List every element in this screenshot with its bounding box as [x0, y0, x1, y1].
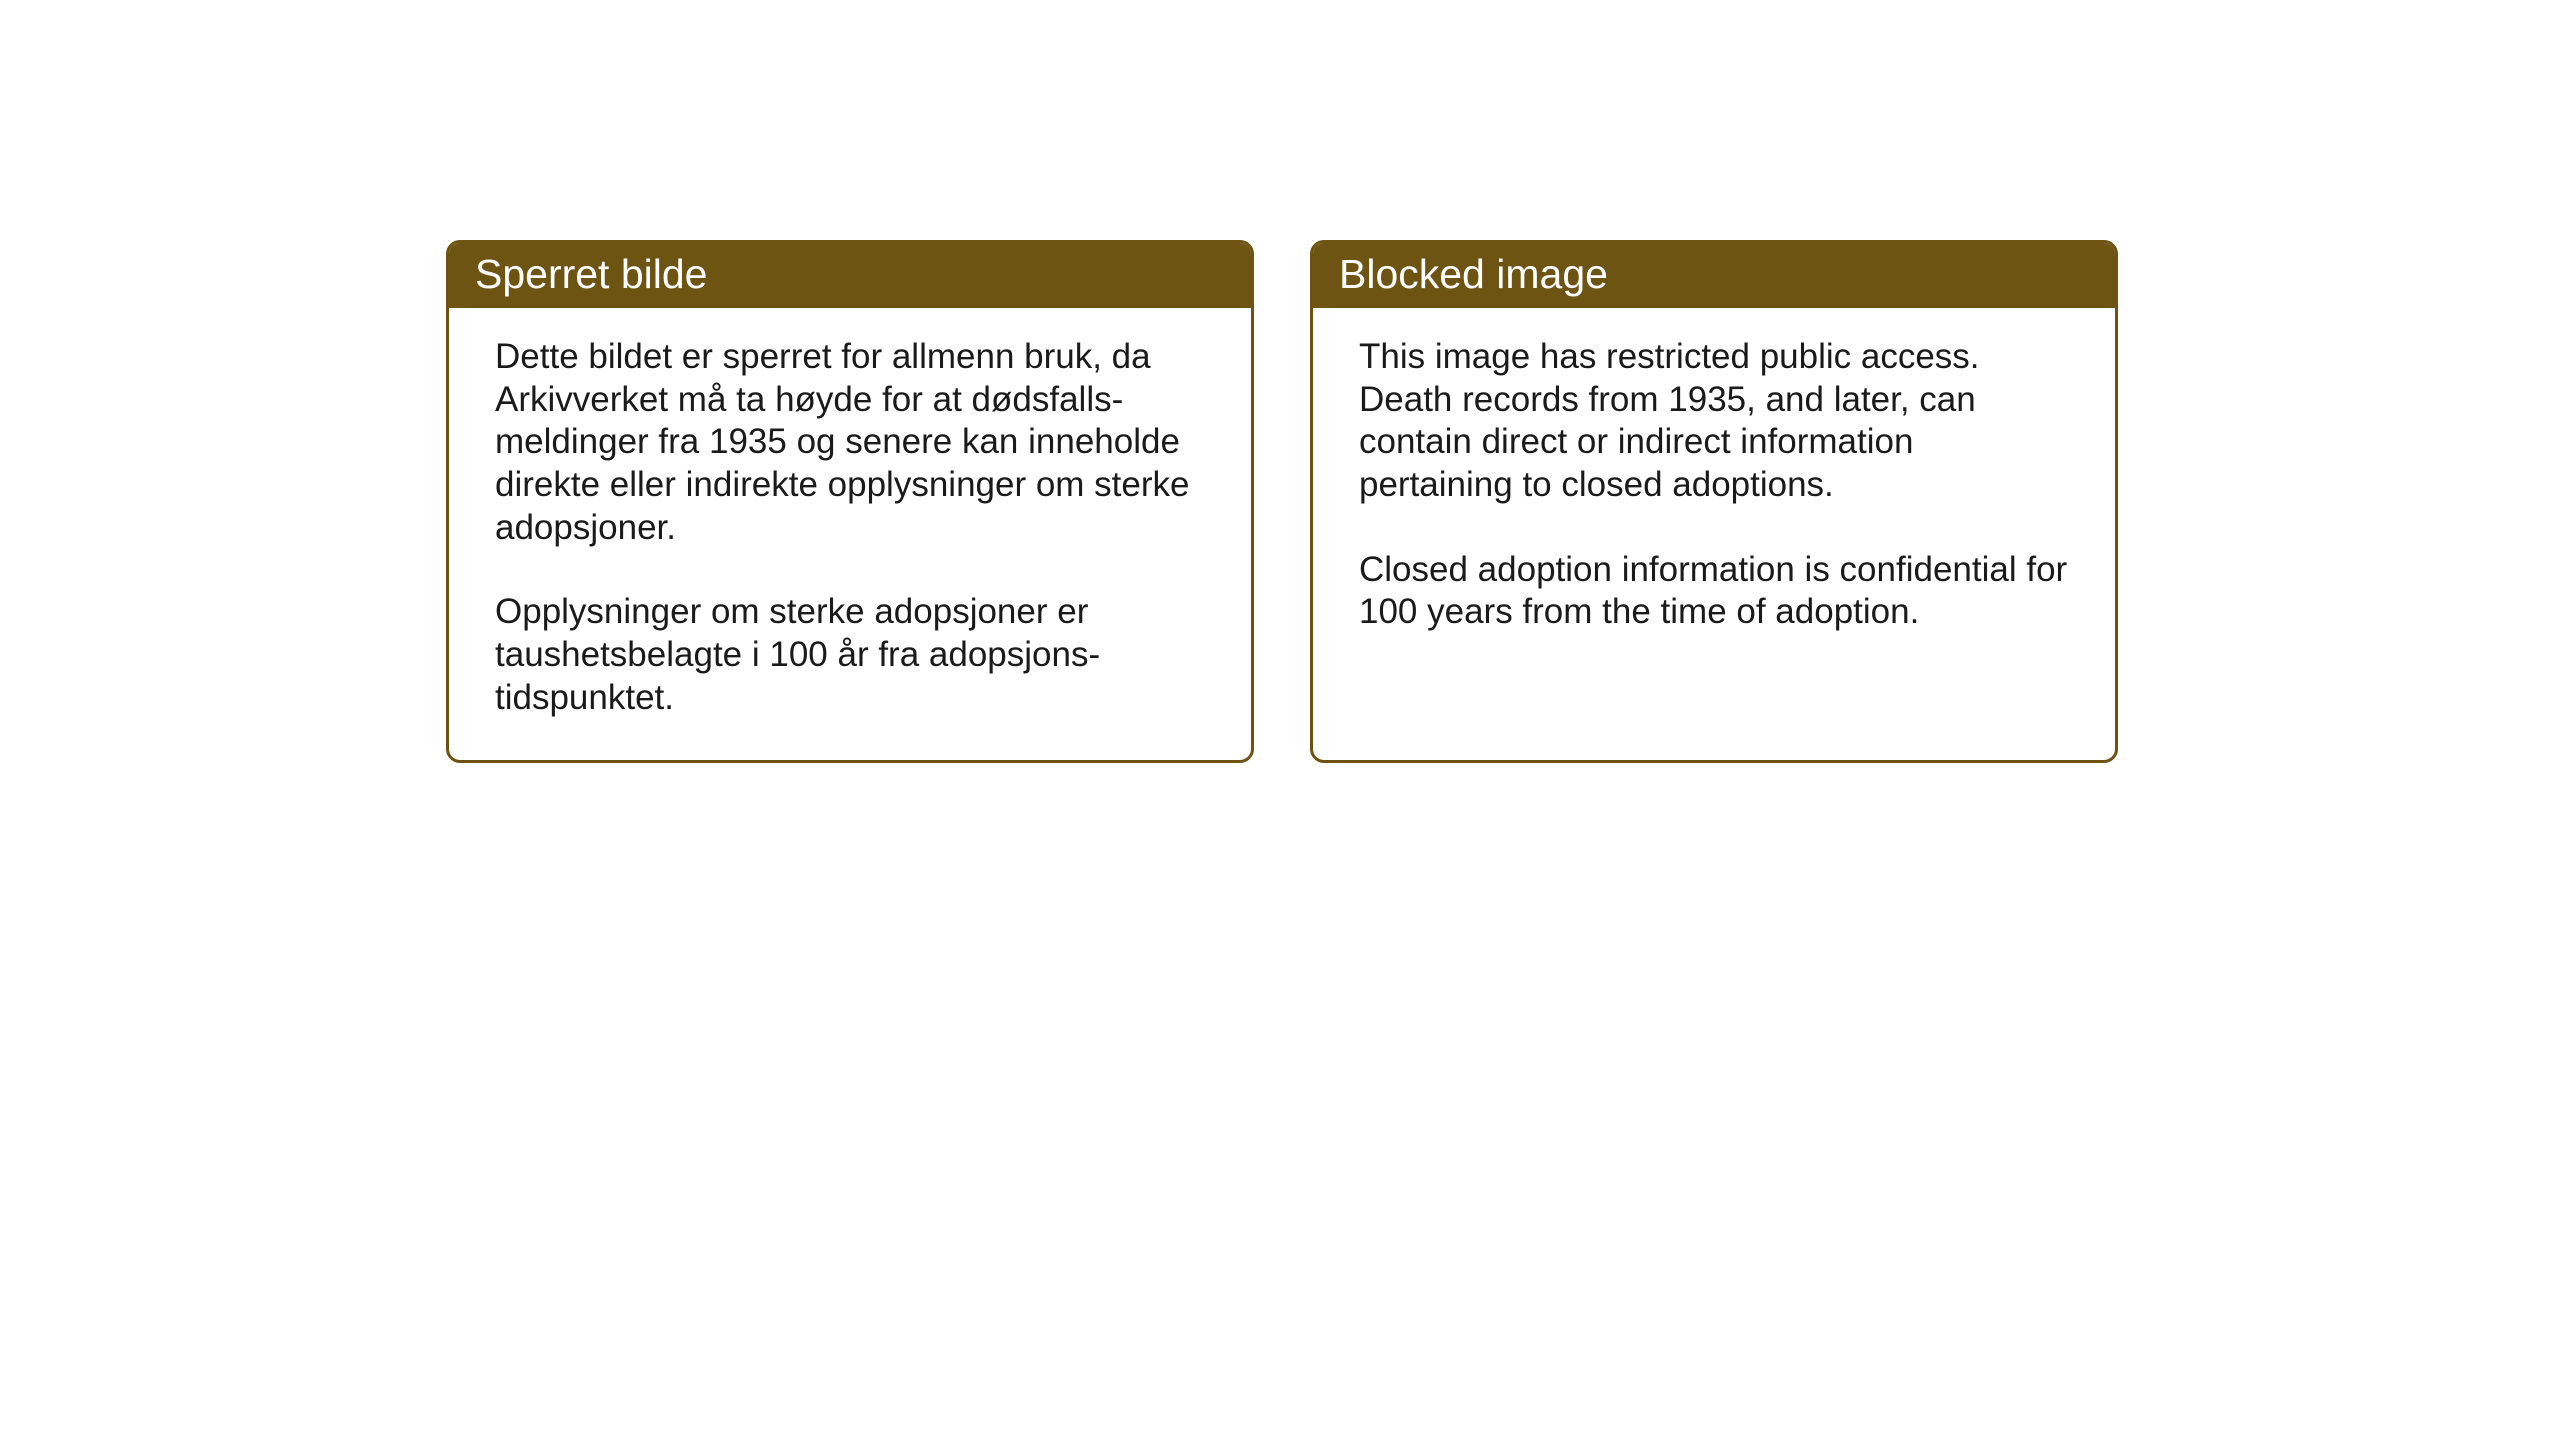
card-body-english: This image has restricted public access.…	[1313, 308, 2115, 696]
card-header-norwegian: Sperret bilde	[449, 243, 1251, 308]
card-paragraph-2-english: Closed adoption information is confident…	[1359, 549, 2069, 634]
card-body-norwegian: Dette bildet er sperret for allmenn bruk…	[449, 308, 1251, 760]
card-english: Blocked image This image has restricted …	[1310, 240, 2118, 763]
card-paragraph-1-norwegian: Dette bildet er sperret for allmenn bruk…	[495, 336, 1205, 549]
card-paragraph-1-english: This image has restricted public access.…	[1359, 336, 2069, 507]
card-paragraph-2-norwegian: Opplysninger om sterke adopsjoner er tau…	[495, 591, 1205, 719]
card-header-english: Blocked image	[1313, 243, 2115, 308]
cards-container: Sperret bilde Dette bildet er sperret fo…	[446, 240, 2118, 763]
card-norwegian: Sperret bilde Dette bildet er sperret fo…	[446, 240, 1254, 763]
